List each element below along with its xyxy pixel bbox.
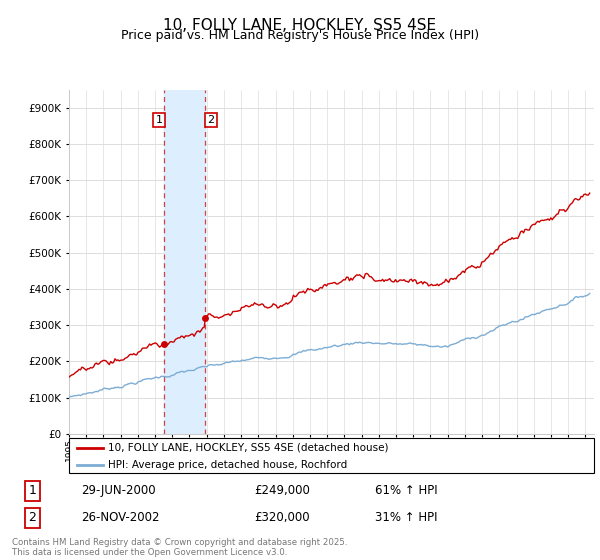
Text: 2: 2 <box>208 115 215 125</box>
Text: 10, FOLLY LANE, HOCKLEY, SS5 4SE: 10, FOLLY LANE, HOCKLEY, SS5 4SE <box>163 18 437 33</box>
Text: 31% ↑ HPI: 31% ↑ HPI <box>375 511 437 524</box>
Text: 1: 1 <box>155 115 163 125</box>
Text: 61% ↑ HPI: 61% ↑ HPI <box>375 484 437 497</box>
Text: 2: 2 <box>28 511 36 524</box>
Bar <box>163 90 205 434</box>
Text: 10, FOLLY LANE, HOCKLEY, SS5 4SE (detached house): 10, FOLLY LANE, HOCKLEY, SS5 4SE (detach… <box>109 443 389 453</box>
Text: HPI: Average price, detached house, Rochford: HPI: Average price, detached house, Roch… <box>109 460 347 469</box>
FancyBboxPatch shape <box>69 438 594 473</box>
Text: 1: 1 <box>28 484 36 497</box>
Text: £320,000: £320,000 <box>254 511 310 524</box>
Text: 29-JUN-2000: 29-JUN-2000 <box>81 484 156 497</box>
Text: £249,000: £249,000 <box>254 484 310 497</box>
Text: Contains HM Land Registry data © Crown copyright and database right 2025.
This d: Contains HM Land Registry data © Crown c… <box>12 538 347 557</box>
Text: Price paid vs. HM Land Registry's House Price Index (HPI): Price paid vs. HM Land Registry's House … <box>121 29 479 42</box>
Text: 26-NOV-2002: 26-NOV-2002 <box>81 511 160 524</box>
